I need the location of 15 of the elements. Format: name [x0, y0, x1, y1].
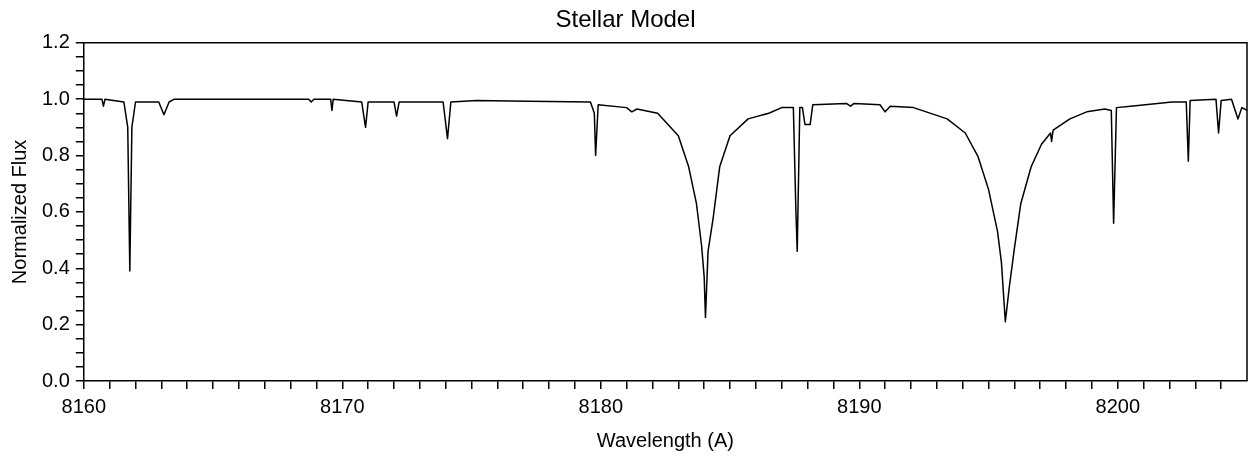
y-tick-label: 0.6 [41, 199, 70, 222]
x-tick-label: 8190 [837, 394, 882, 417]
y-tick-label: 1.0 [41, 86, 70, 109]
y-tick-label: 0.2 [41, 312, 70, 335]
x-axis-title: Wavelength (A) [596, 428, 734, 451]
y-tick-label: 0.4 [41, 255, 70, 278]
y-axis-title: Normalized Flux [7, 139, 30, 285]
x-tick-label: 8200 [1095, 394, 1141, 417]
y-tick-label: 0.8 [41, 143, 70, 166]
chart-title: Stellar Model [555, 5, 696, 33]
x-tick-label: 8180 [578, 394, 624, 417]
y-tick-label: 0.0 [41, 368, 70, 391]
y-tick-label: 1.2 [41, 30, 70, 53]
x-tick-label: 8160 [61, 394, 107, 417]
x-tick-label: 8170 [320, 394, 365, 417]
